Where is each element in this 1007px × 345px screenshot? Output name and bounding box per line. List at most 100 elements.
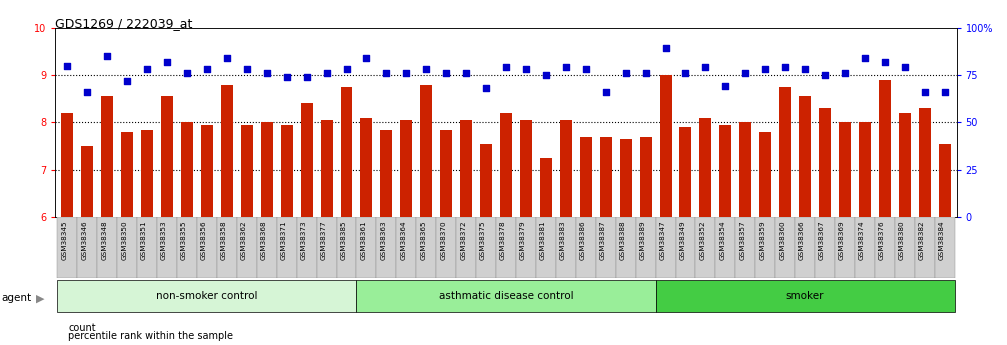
Bar — [615, 217, 635, 278]
Point — [678, 70, 694, 76]
Bar — [895, 217, 914, 278]
Bar — [476, 217, 496, 278]
Bar — [839, 122, 851, 217]
Bar — [436, 217, 456, 278]
Text: smoker: smoker — [785, 291, 825, 301]
Bar — [117, 217, 137, 278]
Point — [139, 67, 155, 72]
Point — [239, 67, 255, 72]
Bar — [257, 217, 277, 278]
Bar — [939, 144, 951, 217]
Point — [59, 63, 76, 68]
Text: GSM38365: GSM38365 — [420, 220, 426, 260]
Text: GSM38369: GSM38369 — [839, 220, 845, 260]
Text: GSM38387: GSM38387 — [600, 220, 606, 260]
Bar — [775, 217, 796, 278]
Text: GSM38375: GSM38375 — [480, 220, 486, 260]
Bar — [676, 217, 696, 278]
Bar — [696, 217, 715, 278]
Point — [937, 89, 953, 95]
Text: GSM38376: GSM38376 — [879, 220, 885, 260]
Bar — [301, 104, 312, 217]
Point — [358, 55, 375, 61]
Point — [219, 55, 235, 61]
Point — [817, 72, 833, 78]
Bar — [875, 217, 895, 278]
Text: GSM38384: GSM38384 — [939, 220, 945, 260]
Text: GSM38381: GSM38381 — [540, 220, 546, 260]
Point — [698, 65, 714, 70]
Text: GSM38345: GSM38345 — [61, 220, 67, 260]
Bar — [381, 130, 393, 217]
Text: GSM38374: GSM38374 — [859, 220, 865, 260]
Bar — [835, 217, 855, 278]
Bar — [57, 279, 356, 312]
Bar — [619, 139, 631, 217]
Point — [438, 70, 454, 76]
Point — [798, 67, 814, 72]
Point — [598, 89, 614, 95]
Bar — [759, 132, 771, 217]
Text: GSM38352: GSM38352 — [700, 220, 706, 260]
Point — [578, 67, 594, 72]
Point — [478, 86, 494, 91]
Bar — [660, 75, 672, 217]
Bar — [635, 217, 656, 278]
Text: GSM38389: GSM38389 — [639, 220, 645, 260]
Text: GSM38358: GSM38358 — [221, 220, 227, 260]
Bar — [217, 217, 237, 278]
Point — [119, 78, 135, 83]
Bar — [899, 113, 910, 217]
Text: GSM38351: GSM38351 — [141, 220, 147, 260]
Point — [298, 74, 314, 80]
Bar — [356, 217, 377, 278]
Bar — [800, 96, 811, 217]
Bar — [420, 85, 432, 217]
Point — [99, 53, 115, 59]
Bar — [340, 87, 352, 217]
Bar — [361, 118, 373, 217]
Bar — [57, 217, 78, 278]
Bar — [78, 217, 98, 278]
Bar — [277, 217, 297, 278]
Text: GSM38382: GSM38382 — [918, 220, 924, 260]
Text: GSM38378: GSM38378 — [500, 220, 507, 260]
Text: GDS1269 / 222039_at: GDS1269 / 222039_at — [55, 17, 192, 30]
Point — [658, 46, 674, 51]
Bar — [82, 146, 94, 217]
Point — [558, 65, 574, 70]
Text: GSM38356: GSM38356 — [201, 220, 206, 260]
Bar — [440, 130, 452, 217]
Text: asthmatic disease control: asthmatic disease control — [439, 291, 573, 301]
Text: GSM38383: GSM38383 — [560, 220, 566, 260]
Point — [80, 89, 96, 95]
Bar — [815, 217, 835, 278]
Bar — [715, 217, 735, 278]
Text: GSM38373: GSM38373 — [301, 220, 306, 260]
Text: GSM38377: GSM38377 — [320, 220, 326, 260]
Bar — [596, 217, 615, 278]
Text: GSM38370: GSM38370 — [440, 220, 446, 260]
Text: GSM38353: GSM38353 — [161, 220, 167, 260]
Bar — [735, 217, 755, 278]
Bar — [241, 125, 253, 217]
Bar — [556, 217, 576, 278]
Bar — [320, 120, 332, 217]
Text: GSM38359: GSM38359 — [759, 220, 765, 260]
Point — [897, 65, 913, 70]
Point — [737, 70, 753, 76]
Bar — [859, 122, 871, 217]
Point — [379, 70, 395, 76]
Bar — [480, 144, 492, 217]
Bar — [121, 132, 133, 217]
Bar — [934, 217, 955, 278]
Point — [637, 70, 654, 76]
Text: GSM38368: GSM38368 — [261, 220, 267, 260]
Text: GSM38362: GSM38362 — [241, 220, 247, 260]
Point — [279, 74, 295, 80]
Point — [877, 59, 893, 65]
Bar — [61, 113, 74, 217]
Bar — [680, 127, 692, 217]
Point — [518, 67, 534, 72]
Bar — [536, 217, 556, 278]
